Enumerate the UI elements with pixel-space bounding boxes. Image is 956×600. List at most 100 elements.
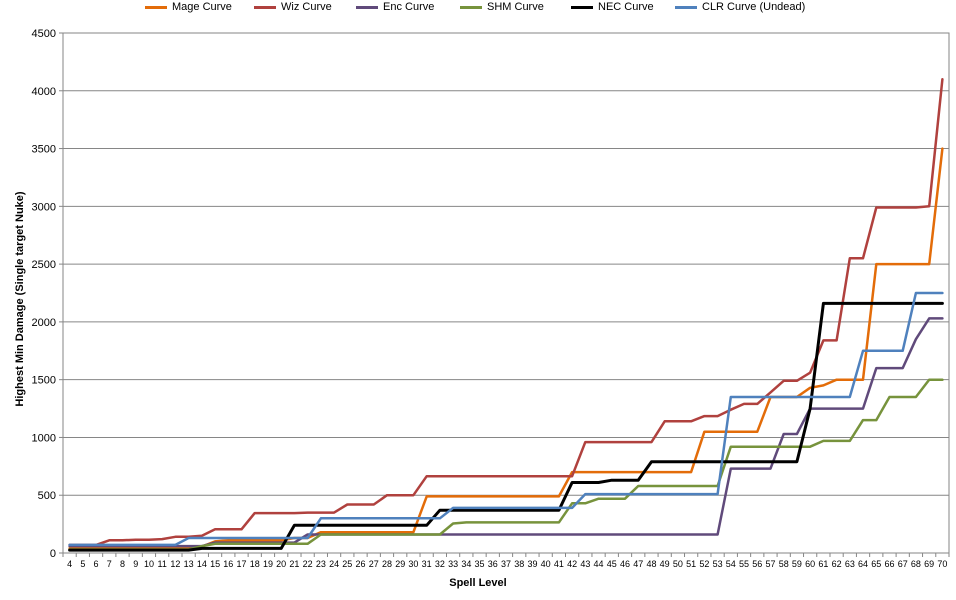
legend-swatch	[145, 5, 167, 9]
x-tick-label: 50	[673, 559, 683, 569]
x-tick-label: 22	[303, 559, 313, 569]
x-tick-label: 29	[395, 559, 405, 569]
x-tick-label: 65	[871, 559, 881, 569]
x-tick-label: 33	[448, 559, 458, 569]
x-tick-label: 47	[633, 559, 643, 569]
y-tick-label: 4500	[32, 28, 56, 40]
x-tick-label: 12	[170, 559, 180, 569]
x-tick-label: 64	[858, 559, 868, 569]
x-tick-label: 44	[594, 559, 604, 569]
x-tick-label: 10	[144, 559, 154, 569]
x-tick-label: 66	[884, 559, 894, 569]
legend-label: SHM Curve	[487, 1, 544, 13]
legend-item: NEC Curve	[571, 0, 654, 14]
x-tick-label: 21	[289, 559, 299, 569]
x-tick-label: 58	[779, 559, 789, 569]
legend-label: NEC Curve	[598, 1, 654, 13]
x-tick-label: 51	[686, 559, 696, 569]
legend-label: CLR Curve (Undead)	[702, 1, 806, 13]
x-tick-label: 67	[898, 559, 908, 569]
x-tick-label: 60	[805, 559, 815, 569]
x-tick-label: 55	[739, 559, 749, 569]
series-line-1	[68, 77, 944, 547]
chart-legend: Mage Curve Wiz Curve Enc Curve SHM Curve NEC…	[0, 0, 956, 16]
x-tick-label: 68	[911, 559, 921, 569]
x-tick-label: 15	[210, 559, 220, 569]
x-tick-label: 39	[527, 559, 537, 569]
x-tick-label: 36	[488, 559, 498, 569]
legend-item: SHM Curve	[460, 0, 544, 14]
gridlines	[63, 32, 949, 496]
x-tick-label: 38	[514, 559, 524, 569]
legend-item: CLR Curve (Undead)	[675, 0, 805, 14]
x-tick-label: 17	[237, 559, 247, 569]
x-tick-label: 48	[646, 559, 656, 569]
legend-swatch	[356, 5, 378, 9]
x-tick-label: 56	[752, 559, 762, 569]
x-tick-label: 30	[408, 559, 418, 569]
x-tick-label: 8	[120, 559, 125, 569]
x-tick-label: 41	[554, 559, 564, 569]
x-tick-label: 62	[832, 559, 842, 569]
legend-swatch	[254, 5, 276, 9]
legend-label: Mage Curve	[172, 1, 232, 13]
x-tick-label: 25	[342, 559, 352, 569]
legend-item: Mage Curve	[145, 0, 232, 14]
y-tick-label: 1000	[32, 432, 56, 444]
y-tick-label: 4000	[32, 86, 56, 98]
x-tick-label: 27	[369, 559, 379, 569]
legend-swatch	[675, 5, 697, 9]
x-tick-label: 40	[541, 559, 551, 569]
legend-label: Wiz Curve	[281, 1, 332, 13]
y-tick-label: 2500	[32, 259, 56, 271]
x-tick-label: 42	[567, 559, 577, 569]
x-tick-label: 35	[475, 559, 485, 569]
x-tick-label: 54	[726, 559, 736, 569]
series-lines	[68, 77, 944, 552]
x-tick-label: 7	[107, 559, 112, 569]
series-line-2	[68, 317, 944, 548]
x-tick-label: 32	[435, 559, 445, 569]
y-axis-title: Highest Min Damage (Single target Nuke)	[14, 191, 26, 407]
x-tick-label: 63	[845, 559, 855, 569]
x-tick-label: 43	[580, 559, 590, 569]
x-tick-label: 57	[765, 559, 775, 569]
x-tick-label: 49	[660, 559, 670, 569]
x-tick-label: 52	[699, 559, 709, 569]
x-tick-label: 18	[250, 559, 260, 569]
series-line-5	[68, 291, 944, 547]
x-axis: 4 5 6 7 8 9 10 11 12 13 14 15 16 17 18 19 20 21 22 23 24 25 26…	[62, 553, 950, 569]
legend-swatch	[460, 5, 482, 9]
legend-item: Wiz Curve	[254, 0, 332, 14]
legend-item: Enc Curve	[356, 0, 434, 14]
x-tick-label: 24	[329, 559, 339, 569]
series-line-3	[68, 378, 944, 551]
x-tick-label: 53	[713, 559, 723, 569]
x-tick-label: 69	[924, 559, 934, 569]
x-tick-label: 46	[620, 559, 630, 569]
x-tick-label: 4	[67, 559, 72, 569]
x-tick-label: 28	[382, 559, 392, 569]
legend-label: Enc Curve	[383, 1, 435, 13]
x-tick-label: 70	[937, 559, 947, 569]
y-tick-label: 3000	[32, 201, 56, 213]
x-tick-label: 20	[276, 559, 286, 569]
x-tick-label: 11	[158, 559, 167, 569]
x-tick-label: 19	[263, 559, 273, 569]
legend-swatch	[571, 5, 593, 9]
x-axis-title: Spell Level	[449, 577, 507, 589]
series-line-0	[68, 147, 944, 550]
x-tick-label: 23	[316, 559, 326, 569]
y-tick-label: 0	[50, 548, 56, 560]
plot-area-border	[62, 32, 950, 554]
y-tick-label: 3500	[32, 144, 56, 156]
x-tick-label: 6	[94, 559, 99, 569]
x-tick-label: 13	[184, 559, 194, 569]
x-tick-label: 61	[818, 559, 828, 569]
x-tick-label: 37	[501, 559, 511, 569]
x-tick-label: 9	[133, 559, 138, 569]
x-tick-label: 45	[607, 559, 617, 569]
x-tick-label: 34	[461, 559, 471, 569]
x-tick-label: 16	[223, 559, 233, 569]
